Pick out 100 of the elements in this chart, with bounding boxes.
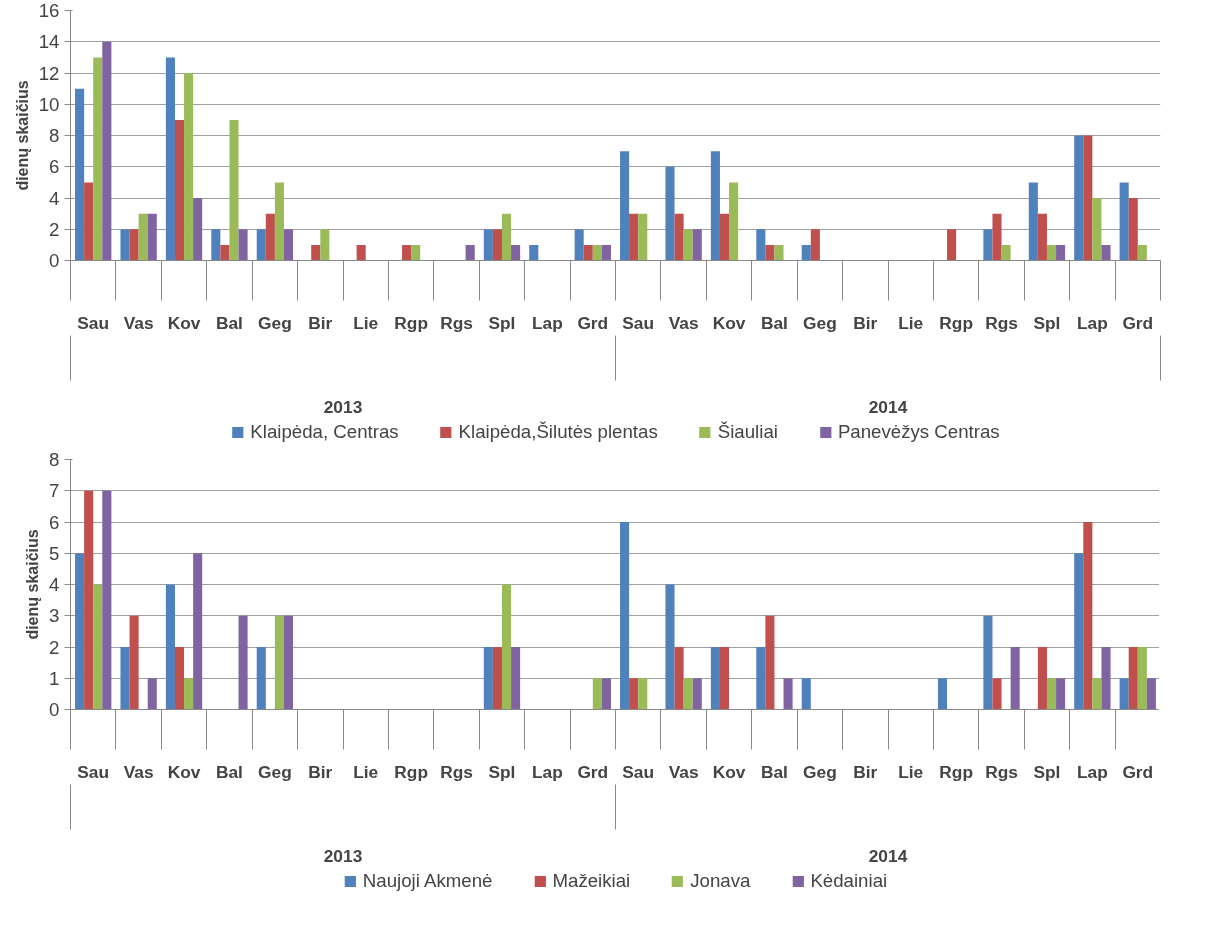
bar (411, 244, 421, 261)
text: 2013 (323, 845, 363, 866)
bar (1028, 182, 1038, 261)
bar (692, 678, 702, 710)
x-tick-label: Rgs (440, 312, 473, 333)
bar (1101, 244, 1111, 261)
text: 2013 (323, 396, 363, 417)
bar (147, 678, 157, 710)
x-tick-label: Rgp (939, 312, 973, 333)
bar (138, 213, 148, 261)
bar (75, 88, 85, 261)
text: 2014 (868, 845, 908, 866)
bar (75, 553, 85, 710)
x-tick-label: Lie (353, 312, 379, 333)
bar (1092, 678, 1102, 710)
x-tick-label: Kov (712, 312, 746, 333)
x-tick-label: Bal (760, 761, 788, 782)
legend-label: Jonava (690, 870, 751, 892)
bar (983, 229, 993, 261)
bar (320, 229, 330, 261)
x-tick-label: Lie (898, 312, 924, 333)
bar (592, 244, 602, 261)
x-tick-label: Lap (531, 312, 563, 333)
bar (238, 229, 248, 261)
bar (774, 244, 784, 261)
bar (129, 229, 139, 261)
bar (665, 166, 675, 261)
bar (1056, 678, 1066, 710)
bar (810, 229, 820, 261)
bar (465, 244, 475, 261)
bar (193, 553, 203, 710)
bar (356, 244, 366, 261)
x-tick-label: Rgs (985, 761, 1018, 782)
bar (992, 213, 1002, 261)
bar (84, 182, 94, 261)
bar (174, 647, 185, 710)
bar (529, 244, 539, 261)
bar (283, 229, 294, 261)
y-tick-label: 3 (49, 605, 60, 627)
bar (93, 57, 103, 261)
bar (211, 229, 221, 261)
bar (193, 198, 203, 261)
bar (601, 244, 611, 261)
x-tick-label: Geg (803, 761, 837, 782)
x-tick-label: Lap (1076, 312, 1108, 333)
bar (674, 213, 684, 261)
bar (120, 647, 130, 710)
bar (1083, 135, 1093, 261)
x-tick-label: Geg (258, 761, 292, 782)
y-tick-label: 8 (49, 449, 60, 470)
bar (184, 678, 194, 710)
legend-label: Mažeikiai (552, 870, 631, 892)
bar (937, 678, 948, 710)
bar (783, 678, 793, 710)
bar (256, 647, 266, 710)
bar (801, 678, 811, 710)
bar (501, 213, 512, 261)
bar (120, 229, 130, 261)
bar (756, 647, 766, 710)
bar (501, 584, 512, 710)
bar (1037, 213, 1047, 261)
y-tick-label: 0 (49, 699, 60, 720)
bar (1083, 522, 1093, 710)
bar (674, 647, 684, 710)
x-tick-label: Bal (760, 312, 788, 333)
x-tick-label: Lap (531, 761, 563, 782)
bar (629, 678, 639, 710)
bar (165, 584, 175, 710)
y-tick-label: 1 (49, 667, 60, 689)
text: 2014 (868, 396, 908, 417)
bar (1092, 198, 1102, 261)
bar (1119, 678, 1129, 710)
bar (483, 229, 493, 261)
bar (147, 213, 157, 261)
x-tick-label: Bal (215, 312, 243, 333)
bar (1137, 647, 1147, 710)
bar (710, 647, 720, 710)
bar (592, 678, 602, 710)
legend-label: Panevėžys Centras (837, 421, 1000, 443)
legend-label: Klaipėda, Centras (250, 421, 399, 443)
legend-label: Naujoji Akmenė (362, 870, 493, 892)
bar (84, 490, 94, 710)
y-tick-label: 7 (49, 480, 60, 502)
x-tick-label: Geg (258, 312, 292, 333)
x-tick-label: Rgs (985, 312, 1018, 333)
bar (220, 244, 230, 261)
y-tick-label: 5 (49, 542, 60, 564)
y-tick-label: 4 (49, 187, 60, 209)
x-tick-label: Lap (1076, 761, 1108, 782)
x-tick-label: Rgp (394, 312, 428, 333)
bar (102, 41, 112, 261)
y-tick-label: 6 (49, 156, 60, 178)
bar (129, 615, 139, 710)
x-tick-label: Spl (488, 312, 516, 333)
legend-label: Klaipėda,Šilutės plentas (458, 421, 658, 443)
x-tick-label: Sau (622, 761, 655, 782)
y-tick-label: 14 (38, 31, 60, 53)
bar (1101, 647, 1111, 710)
bar (1074, 135, 1084, 261)
bar (947, 229, 957, 261)
